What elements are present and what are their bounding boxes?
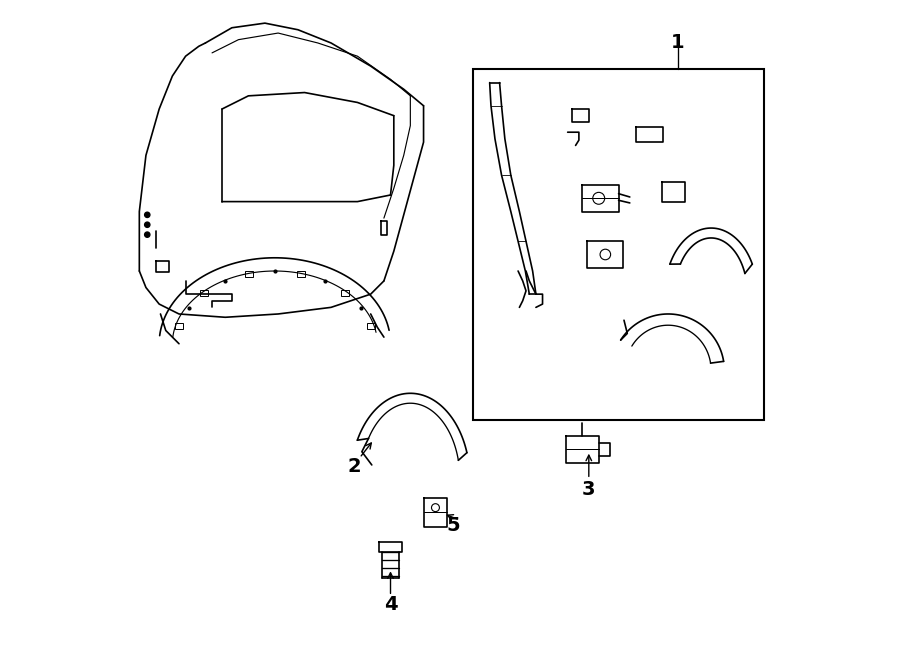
Bar bbox=[297, 270, 305, 276]
Text: 2: 2 bbox=[347, 457, 361, 475]
Text: 5: 5 bbox=[446, 516, 460, 535]
Bar bbox=[245, 270, 253, 276]
Circle shape bbox=[145, 212, 150, 217]
Text: 1: 1 bbox=[671, 34, 685, 52]
Circle shape bbox=[145, 232, 150, 237]
Bar bbox=[367, 323, 374, 329]
Text: 3: 3 bbox=[582, 480, 596, 498]
Bar bbox=[175, 323, 183, 329]
Bar bbox=[473, 69, 764, 420]
Bar bbox=[341, 290, 349, 295]
Circle shape bbox=[145, 222, 150, 227]
Text: 4: 4 bbox=[383, 596, 397, 614]
Bar bbox=[201, 290, 208, 295]
